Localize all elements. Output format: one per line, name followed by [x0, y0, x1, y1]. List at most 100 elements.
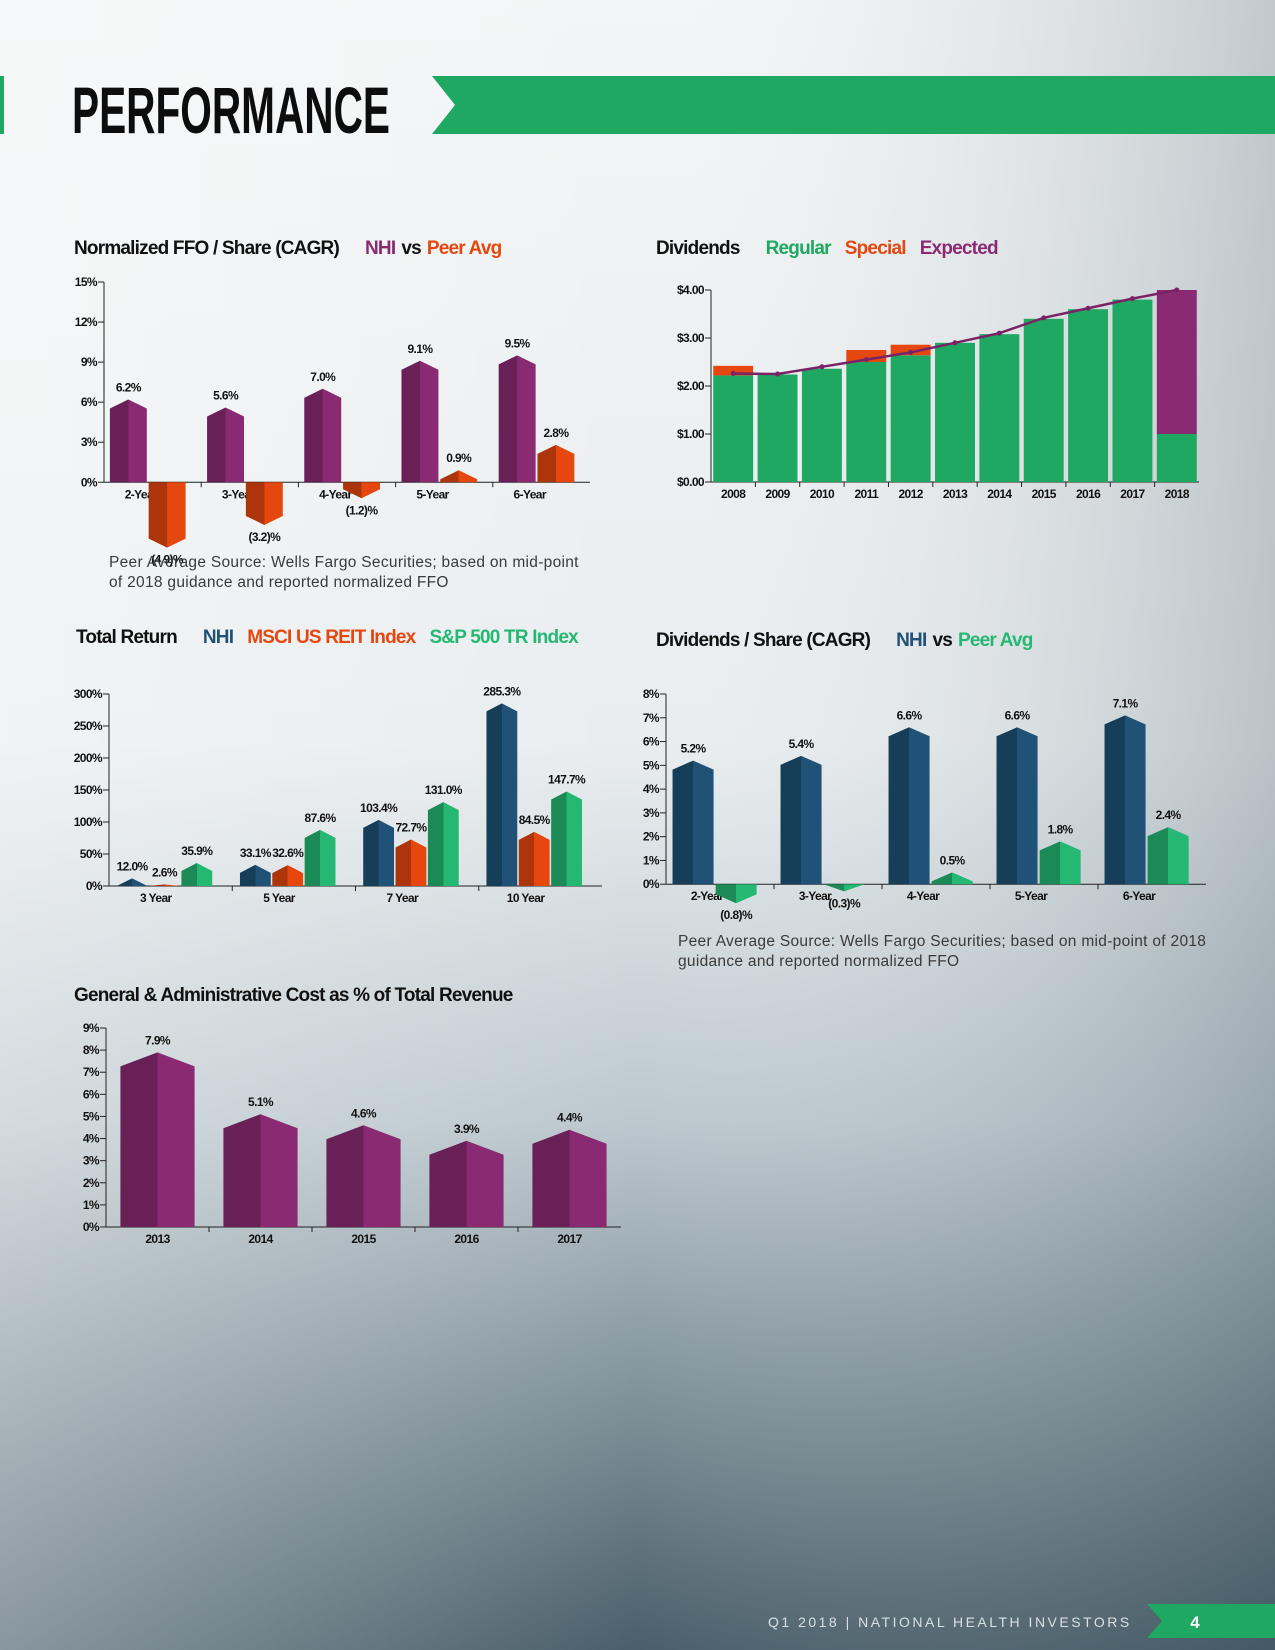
legend-entry: Expected — [920, 238, 998, 259]
header-banner — [432, 76, 1275, 134]
x-tick-label: 2015 — [351, 1232, 376, 1246]
x-tick-label: 2009 — [765, 487, 790, 501]
value-label: 147.7% — [548, 772, 586, 786]
trend-point — [996, 330, 1002, 336]
chart: Dividends / Share (CAGR) NHI vs Peer Avg 0% 1… — [643, 630, 1206, 922]
value-label: (1.2)% — [346, 503, 379, 517]
value-label: 285.3% — [483, 684, 521, 698]
bar — [486, 703, 518, 886]
value-label: 7.1% — [1113, 696, 1139, 710]
x-tick-label: 4-Year — [907, 889, 940, 903]
bar — [395, 839, 427, 886]
bar — [326, 1125, 401, 1227]
page-title: PERFORMANCE — [72, 73, 390, 147]
x-tick-label: 6-Year — [514, 487, 547, 501]
y-tick-label: 3% — [643, 806, 660, 820]
legend-entry: S&P 500 TR Index — [429, 627, 579, 648]
footer-text: Q1 2018 | NATIONAL HEALTH INVESTORS — [768, 1614, 1132, 1630]
value-label: 4.6% — [351, 1106, 377, 1120]
value-label: 7.0% — [310, 370, 336, 384]
legend-entry: Peer Avg — [427, 238, 502, 259]
y-tick-label: 6% — [81, 395, 98, 409]
y-tick-label: $3.00 — [677, 331, 705, 345]
x-tick-label: 5-Year — [1015, 889, 1048, 903]
x-tick-label: 2018 — [1165, 487, 1190, 501]
bar-segment — [890, 355, 931, 482]
value-label: 12.0% — [117, 859, 149, 873]
x-tick-label: 2016 — [1076, 487, 1101, 501]
y-tick-label: 3% — [83, 1154, 100, 1168]
bar-segment — [979, 334, 1020, 482]
chart-title-text: Dividends — [656, 238, 740, 259]
y-tick-label: 0% — [643, 877, 660, 891]
x-tick-label: 2012 — [898, 487, 923, 501]
bar — [440, 470, 478, 483]
source-note: Peer Average Source: Wells Fargo Securit… — [109, 554, 579, 591]
chart-title: Total Return NHI MSCI US REIT Index S&P 500… — [76, 627, 579, 648]
value-label: 9.5% — [505, 336, 531, 350]
bar-segment — [1156, 434, 1197, 482]
y-tick-label: $4.00 — [677, 283, 705, 297]
legend-entry: NHI — [203, 627, 234, 648]
value-label: 103.4% — [360, 801, 398, 815]
chart-title: Dividends Regular Special Expected — [656, 238, 998, 259]
y-tick-label: 12% — [75, 315, 98, 329]
x-tick-label: 2015 — [1032, 487, 1057, 501]
value-label: 5.4% — [789, 737, 815, 751]
value-label: 9.1% — [407, 342, 433, 356]
value-label: 2.6% — [152, 865, 178, 879]
y-tick-label: 7% — [83, 1065, 100, 1079]
bar — [343, 482, 380, 499]
bar — [181, 863, 213, 886]
x-tick-label: 5-Year — [416, 487, 449, 501]
bar-segment — [801, 368, 842, 482]
bar — [1147, 827, 1189, 885]
trend-point — [730, 371, 736, 377]
bar — [401, 360, 439, 483]
value-label: 1.8% — [1048, 822, 1074, 836]
x-tick-label: 3-Year — [799, 889, 832, 903]
value-label: (0.8)% — [720, 908, 753, 922]
y-tick-label: 1% — [83, 1198, 100, 1212]
x-tick-label: 2008 — [721, 487, 746, 501]
y-tick-label: 0% — [81, 475, 98, 489]
trend-point — [952, 340, 958, 346]
value-label: (3.2)% — [248, 530, 281, 544]
bar — [223, 1114, 298, 1227]
chart-title: General & Administrative Cost as % of To… — [74, 985, 513, 1006]
y-tick-label: 5% — [83, 1109, 100, 1123]
y-tick-label: 1% — [643, 853, 660, 867]
y-tick-label: 250% — [74, 719, 103, 733]
bar — [532, 1129, 607, 1227]
y-tick-label: 0% — [83, 1220, 100, 1234]
x-tick-label: 7 Year — [387, 891, 419, 905]
chart: Normalized FFO / Share (CAGR) NHI vs Peer A… — [74, 238, 590, 567]
value-label: 35.9% — [181, 844, 213, 858]
value-label: 87.6% — [305, 811, 337, 825]
chart-title-text: Dividends / Share (CAGR) — [656, 630, 871, 651]
x-tick-label: 4-Year — [319, 487, 352, 501]
bar-segment — [713, 375, 754, 482]
chart-title-text: Normalized FFO / Share (CAGR) — [74, 238, 339, 259]
value-label: 5.1% — [248, 1095, 274, 1109]
bar — [996, 727, 1038, 885]
legend-entry: MSCI US REIT Index — [247, 627, 416, 648]
value-label: 32.6% — [272, 846, 304, 860]
x-tick-label: 10 Year — [507, 891, 546, 905]
bar — [518, 831, 550, 886]
value-label: 6.6% — [1005, 708, 1031, 722]
bar — [931, 872, 973, 885]
y-tick-label: 15% — [75, 275, 98, 289]
y-tick-label: 9% — [81, 355, 98, 369]
bar-segment — [713, 365, 754, 376]
y-tick-label: 2% — [643, 830, 660, 844]
legend-entry: Regular — [766, 238, 833, 259]
bar — [498, 355, 536, 483]
bar-segment — [1023, 318, 1064, 482]
y-tick-label: 150% — [74, 783, 103, 797]
trend-point — [775, 371, 781, 377]
value-label: 5.6% — [213, 388, 239, 402]
trend-point — [819, 364, 825, 370]
chart-title-text: General & Administrative Cost as % of To… — [74, 985, 513, 1006]
